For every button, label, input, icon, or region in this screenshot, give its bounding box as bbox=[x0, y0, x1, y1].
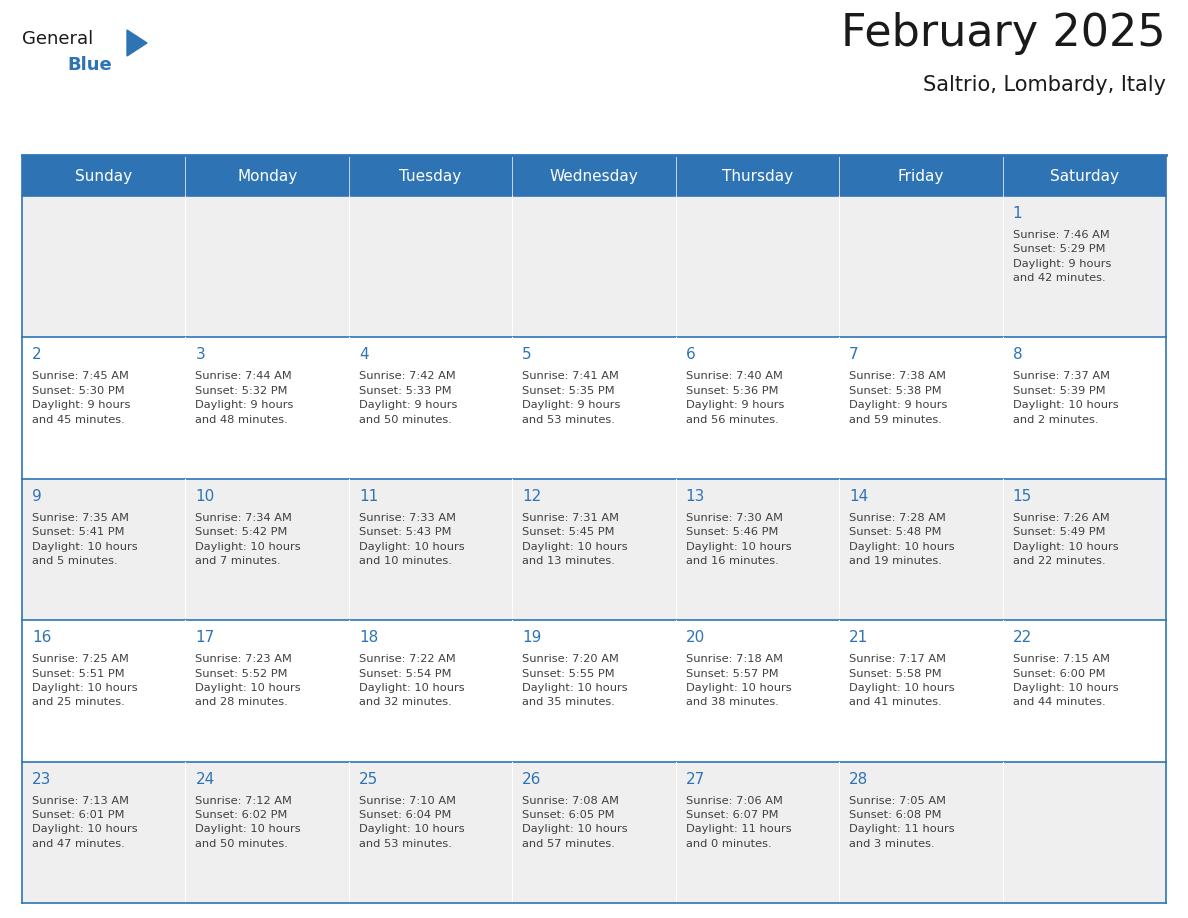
Text: 9: 9 bbox=[32, 488, 42, 504]
Text: Sunrise: 7:18 AM
Sunset: 5:57 PM
Daylight: 10 hours
and 38 minutes.: Sunrise: 7:18 AM Sunset: 5:57 PM Dayligh… bbox=[685, 655, 791, 708]
Text: Sunrise: 7:44 AM
Sunset: 5:32 PM
Daylight: 9 hours
and 48 minutes.: Sunrise: 7:44 AM Sunset: 5:32 PM Dayligh… bbox=[196, 372, 293, 425]
Text: Sunrise: 7:35 AM
Sunset: 5:41 PM
Daylight: 10 hours
and 5 minutes.: Sunrise: 7:35 AM Sunset: 5:41 PM Dayligh… bbox=[32, 513, 138, 566]
Text: Sunrise: 7:45 AM
Sunset: 5:30 PM
Daylight: 9 hours
and 45 minutes.: Sunrise: 7:45 AM Sunset: 5:30 PM Dayligh… bbox=[32, 372, 131, 425]
Bar bbox=[1003, 156, 1165, 196]
Text: Sunrise: 7:08 AM
Sunset: 6:05 PM
Daylight: 10 hours
and 57 minutes.: Sunrise: 7:08 AM Sunset: 6:05 PM Dayligh… bbox=[523, 796, 628, 849]
Text: Thursday: Thursday bbox=[722, 169, 794, 184]
Text: Sunrise: 7:12 AM
Sunset: 6:02 PM
Daylight: 10 hours
and 50 minutes.: Sunrise: 7:12 AM Sunset: 6:02 PM Dayligh… bbox=[196, 796, 301, 849]
Bar bbox=[23, 196, 1165, 338]
Text: Friday: Friday bbox=[898, 169, 944, 184]
Text: 26: 26 bbox=[523, 772, 542, 787]
Text: 21: 21 bbox=[849, 630, 868, 645]
Text: 27: 27 bbox=[685, 772, 704, 787]
Text: Saltrio, Lombardy, Italy: Saltrio, Lombardy, Italy bbox=[923, 75, 1165, 95]
Text: 18: 18 bbox=[359, 630, 378, 645]
Text: 5: 5 bbox=[523, 347, 532, 363]
Text: Sunrise: 7:25 AM
Sunset: 5:51 PM
Daylight: 10 hours
and 25 minutes.: Sunrise: 7:25 AM Sunset: 5:51 PM Dayligh… bbox=[32, 655, 138, 708]
Text: 28: 28 bbox=[849, 772, 868, 787]
Text: 14: 14 bbox=[849, 488, 868, 504]
Text: Sunday: Sunday bbox=[75, 169, 132, 184]
Text: Sunrise: 7:20 AM
Sunset: 5:55 PM
Daylight: 10 hours
and 35 minutes.: Sunrise: 7:20 AM Sunset: 5:55 PM Dayligh… bbox=[523, 655, 628, 708]
Text: 12: 12 bbox=[523, 488, 542, 504]
Text: Sunrise: 7:38 AM
Sunset: 5:38 PM
Daylight: 9 hours
and 59 minutes.: Sunrise: 7:38 AM Sunset: 5:38 PM Dayligh… bbox=[849, 372, 948, 425]
Text: 23: 23 bbox=[32, 772, 51, 787]
Text: Wednesday: Wednesday bbox=[550, 169, 638, 184]
Text: 25: 25 bbox=[359, 772, 378, 787]
Text: 15: 15 bbox=[1012, 488, 1032, 504]
Text: 3: 3 bbox=[196, 347, 206, 363]
Polygon shape bbox=[127, 30, 147, 56]
Text: Sunrise: 7:23 AM
Sunset: 5:52 PM
Daylight: 10 hours
and 28 minutes.: Sunrise: 7:23 AM Sunset: 5:52 PM Dayligh… bbox=[196, 655, 301, 708]
Text: 16: 16 bbox=[32, 630, 51, 645]
Bar bbox=[839, 156, 1003, 196]
Bar bbox=[349, 156, 512, 196]
Bar bbox=[676, 156, 839, 196]
Text: Sunrise: 7:06 AM
Sunset: 6:07 PM
Daylight: 11 hours
and 0 minutes.: Sunrise: 7:06 AM Sunset: 6:07 PM Dayligh… bbox=[685, 796, 791, 849]
Text: 20: 20 bbox=[685, 630, 704, 645]
Text: Sunrise: 7:13 AM
Sunset: 6:01 PM
Daylight: 10 hours
and 47 minutes.: Sunrise: 7:13 AM Sunset: 6:01 PM Dayligh… bbox=[32, 796, 138, 849]
Text: Sunrise: 7:31 AM
Sunset: 5:45 PM
Daylight: 10 hours
and 13 minutes.: Sunrise: 7:31 AM Sunset: 5:45 PM Dayligh… bbox=[523, 513, 628, 566]
Text: 11: 11 bbox=[359, 488, 378, 504]
Text: Sunrise: 7:28 AM
Sunset: 5:48 PM
Daylight: 10 hours
and 19 minutes.: Sunrise: 7:28 AM Sunset: 5:48 PM Dayligh… bbox=[849, 513, 955, 566]
Bar bbox=[512, 156, 676, 196]
Text: Sunrise: 7:46 AM
Sunset: 5:29 PM
Daylight: 9 hours
and 42 minutes.: Sunrise: 7:46 AM Sunset: 5:29 PM Dayligh… bbox=[1012, 230, 1111, 283]
Text: Sunrise: 7:41 AM
Sunset: 5:35 PM
Daylight: 9 hours
and 53 minutes.: Sunrise: 7:41 AM Sunset: 5:35 PM Dayligh… bbox=[523, 372, 620, 425]
Text: Blue: Blue bbox=[67, 56, 112, 74]
Text: 2: 2 bbox=[32, 347, 42, 363]
Text: 24: 24 bbox=[196, 772, 215, 787]
Text: 1: 1 bbox=[1012, 206, 1022, 221]
Bar bbox=[23, 338, 1165, 479]
Text: Sunrise: 7:37 AM
Sunset: 5:39 PM
Daylight: 10 hours
and 2 minutes.: Sunrise: 7:37 AM Sunset: 5:39 PM Dayligh… bbox=[1012, 372, 1118, 425]
Text: February 2025: February 2025 bbox=[841, 12, 1165, 55]
Text: Sunrise: 7:26 AM
Sunset: 5:49 PM
Daylight: 10 hours
and 22 minutes.: Sunrise: 7:26 AM Sunset: 5:49 PM Dayligh… bbox=[1012, 513, 1118, 566]
Text: Sunrise: 7:17 AM
Sunset: 5:58 PM
Daylight: 10 hours
and 41 minutes.: Sunrise: 7:17 AM Sunset: 5:58 PM Dayligh… bbox=[849, 655, 955, 708]
Text: 22: 22 bbox=[1012, 630, 1032, 645]
Bar bbox=[23, 479, 1165, 621]
Text: General: General bbox=[23, 30, 93, 48]
Text: Monday: Monday bbox=[238, 169, 297, 184]
Text: 13: 13 bbox=[685, 488, 706, 504]
Text: 17: 17 bbox=[196, 630, 215, 645]
Text: Sunrise: 7:10 AM
Sunset: 6:04 PM
Daylight: 10 hours
and 53 minutes.: Sunrise: 7:10 AM Sunset: 6:04 PM Dayligh… bbox=[359, 796, 465, 849]
Text: Sunrise: 7:22 AM
Sunset: 5:54 PM
Daylight: 10 hours
and 32 minutes.: Sunrise: 7:22 AM Sunset: 5:54 PM Dayligh… bbox=[359, 655, 465, 708]
Text: 8: 8 bbox=[1012, 347, 1022, 363]
Text: 4: 4 bbox=[359, 347, 368, 363]
Text: Sunrise: 7:30 AM
Sunset: 5:46 PM
Daylight: 10 hours
and 16 minutes.: Sunrise: 7:30 AM Sunset: 5:46 PM Dayligh… bbox=[685, 513, 791, 566]
Text: Sunrise: 7:33 AM
Sunset: 5:43 PM
Daylight: 10 hours
and 10 minutes.: Sunrise: 7:33 AM Sunset: 5:43 PM Dayligh… bbox=[359, 513, 465, 566]
Bar bbox=[185, 156, 349, 196]
Text: Sunrise: 7:40 AM
Sunset: 5:36 PM
Daylight: 9 hours
and 56 minutes.: Sunrise: 7:40 AM Sunset: 5:36 PM Dayligh… bbox=[685, 372, 784, 425]
Text: 7: 7 bbox=[849, 347, 859, 363]
Text: Saturday: Saturday bbox=[1050, 169, 1119, 184]
Bar bbox=[23, 156, 185, 196]
Text: 6: 6 bbox=[685, 347, 695, 363]
Text: Sunrise: 7:34 AM
Sunset: 5:42 PM
Daylight: 10 hours
and 7 minutes.: Sunrise: 7:34 AM Sunset: 5:42 PM Dayligh… bbox=[196, 513, 301, 566]
Text: 19: 19 bbox=[523, 630, 542, 645]
Bar bbox=[23, 621, 1165, 762]
Bar bbox=[23, 762, 1165, 903]
Text: Sunrise: 7:05 AM
Sunset: 6:08 PM
Daylight: 11 hours
and 3 minutes.: Sunrise: 7:05 AM Sunset: 6:08 PM Dayligh… bbox=[849, 796, 955, 849]
Text: Sunrise: 7:15 AM
Sunset: 6:00 PM
Daylight: 10 hours
and 44 minutes.: Sunrise: 7:15 AM Sunset: 6:00 PM Dayligh… bbox=[1012, 655, 1118, 708]
Text: 10: 10 bbox=[196, 488, 215, 504]
Text: Sunrise: 7:42 AM
Sunset: 5:33 PM
Daylight: 9 hours
and 50 minutes.: Sunrise: 7:42 AM Sunset: 5:33 PM Dayligh… bbox=[359, 372, 457, 425]
Text: Tuesday: Tuesday bbox=[399, 169, 462, 184]
